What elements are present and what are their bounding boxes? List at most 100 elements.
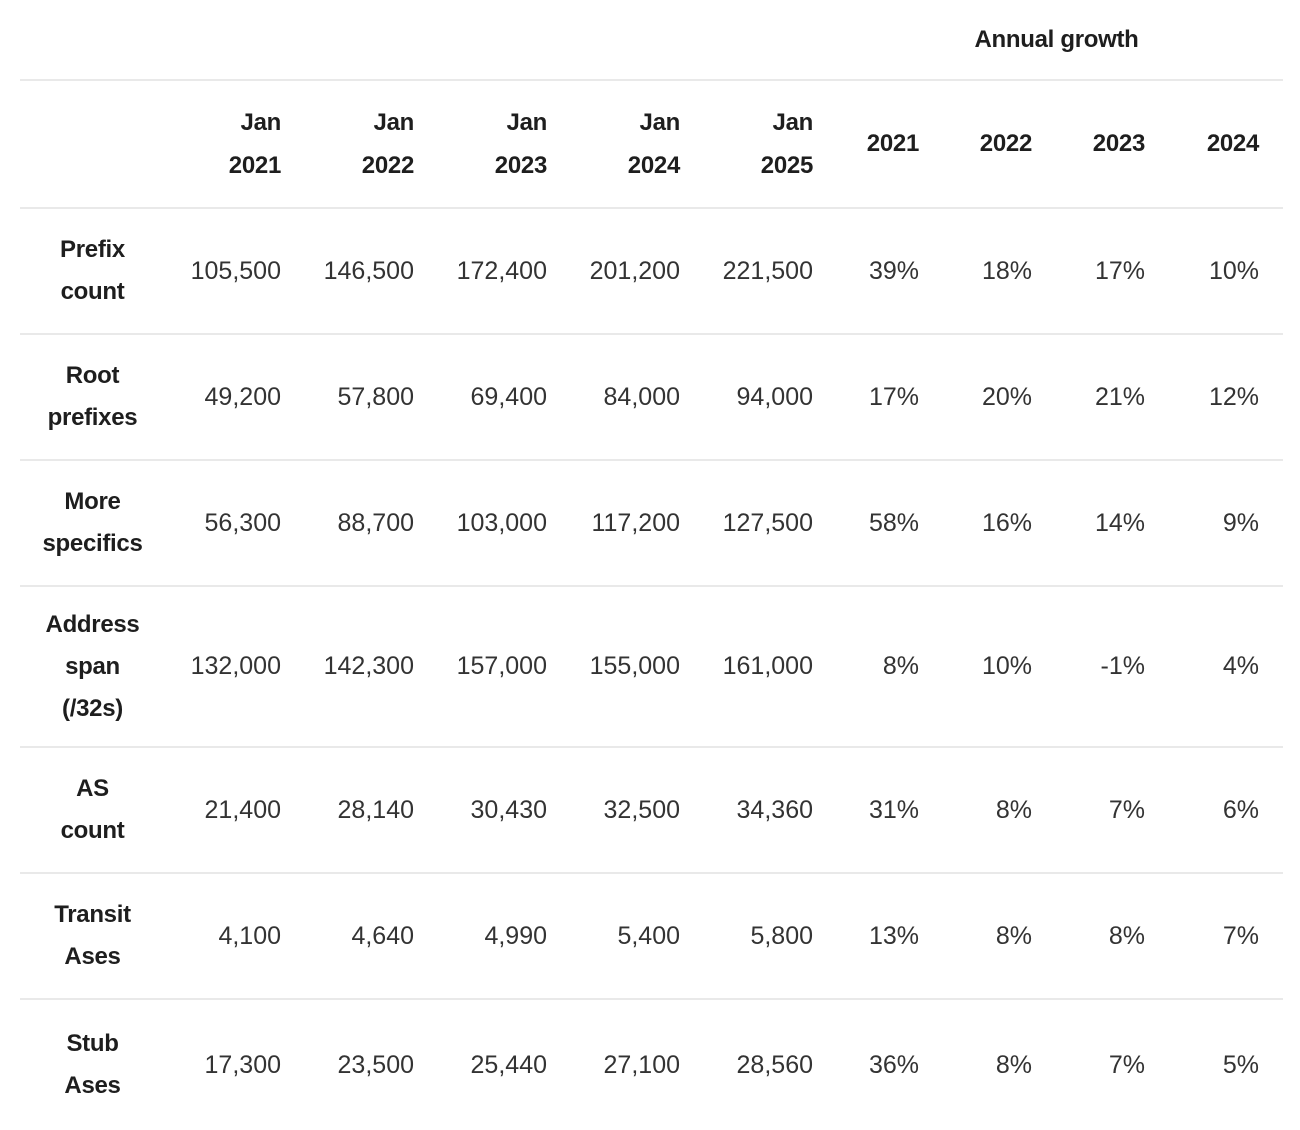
growth-cell: 10% xyxy=(1169,208,1284,335)
value-cell: 56,300 xyxy=(165,460,298,587)
growth-cell: 58% xyxy=(830,460,943,587)
col-header-month: Jan xyxy=(506,109,548,136)
value-cell: 57,800 xyxy=(298,334,431,461)
label-column-spacer xyxy=(20,80,165,209)
row-label-line: More xyxy=(64,488,121,515)
group-header-row: Annual growth xyxy=(20,0,1284,81)
annual-growth-header: Annual growth xyxy=(830,0,1284,81)
value-cell: 21,400 xyxy=(165,747,298,874)
col-header-growth-2024: 2024 xyxy=(1169,80,1284,209)
growth-cell: 36% xyxy=(868,1050,919,1079)
col-header-jan-2025: Jan 2025 xyxy=(697,80,830,209)
row-label-line: Transit xyxy=(54,901,131,928)
growth-cell: 13% xyxy=(830,873,943,1000)
growth-cell: 21% xyxy=(1056,334,1169,461)
growth-cell: 5% xyxy=(1222,1050,1260,1079)
growth-cell: 16% xyxy=(943,460,1056,587)
growth-cell: 20% xyxy=(943,334,1056,461)
value-cell: 201,200 xyxy=(564,208,697,335)
value-cell: 132,000 xyxy=(165,586,298,748)
value-cell: 4,990 xyxy=(431,873,564,1000)
value-cell: 155,000 xyxy=(564,586,697,748)
growth-cell: 9% xyxy=(1169,460,1284,587)
growth-cell: -1% xyxy=(1056,586,1169,748)
col-header-growth-2023: 2023 xyxy=(1056,80,1169,209)
col-header-jan-2024: Jan 2024 xyxy=(564,80,697,209)
growth-cell: 8% xyxy=(830,586,943,748)
value-cell: 5,800 xyxy=(697,873,830,1000)
value-cell: 103,000 xyxy=(431,460,564,587)
value-cell: 27,100 xyxy=(603,1050,680,1079)
col-header-year: 2021 xyxy=(228,152,282,179)
growth-cell: 7% xyxy=(1169,873,1284,1000)
row-label: Prefix count xyxy=(20,208,165,335)
row-label-line: count xyxy=(60,817,125,844)
routing-stats-table: Annual growth Jan 2021 Jan 2022 Jan 2023… xyxy=(20,0,1284,1130)
value-cell: 88,700 xyxy=(298,460,431,587)
value-cell: 17,300 xyxy=(204,1050,281,1079)
row-label-line: Stub xyxy=(66,1030,119,1057)
growth-cell: 18% xyxy=(943,208,1056,335)
col-header-year: 2025 xyxy=(760,152,814,179)
row-label-line: Root xyxy=(65,362,120,389)
value-cell: 142,300 xyxy=(298,586,431,748)
growth-cell: 14% xyxy=(1056,460,1169,587)
table-row-transit-ases: Transit Ases 4,100 4,640 4,990 5,400 5,8… xyxy=(20,873,1284,1000)
row-label-line: count xyxy=(60,278,125,305)
value-cell: 4,100 xyxy=(165,873,298,1000)
row-label-line: Ases xyxy=(64,1072,121,1099)
value-cell: 28,560 xyxy=(736,1050,813,1079)
table-row-more-specifics: More specifics 56,300 88,700 103,000 117… xyxy=(20,460,1284,587)
row-label-line: Address xyxy=(45,610,140,638)
row-label-line: prefixes xyxy=(47,404,138,431)
row-label-line: AS xyxy=(76,775,109,802)
growth-cell: 7% xyxy=(1108,1050,1145,1079)
col-header-year: 2022 xyxy=(361,152,415,179)
value-cell: 84,000 xyxy=(564,334,697,461)
growth-cell: 10% xyxy=(943,586,1056,748)
growth-cell: 12% xyxy=(1169,334,1284,461)
growth-cell: 4% xyxy=(1169,586,1284,748)
growth-cell: 7% xyxy=(1056,747,1169,874)
value-cell: 34,360 xyxy=(697,747,830,874)
value-cell: 221,500 xyxy=(697,208,830,335)
col-header-month: Jan xyxy=(373,109,415,136)
column-header-row: Jan 2021 Jan 2022 Jan 2023 Jan 2024 Jan … xyxy=(20,80,1284,209)
value-cell: 5,400 xyxy=(564,873,697,1000)
value-cell: 157,000 xyxy=(431,586,564,748)
col-header-growth-2022: 2022 xyxy=(943,80,1056,209)
growth-cell: 6% xyxy=(1169,747,1284,874)
col-header-month: Jan xyxy=(240,109,282,136)
col-header-year: 2024 xyxy=(627,152,681,179)
row-label: Root prefixes xyxy=(20,334,165,461)
value-cell: 127,500 xyxy=(697,460,830,587)
growth-cell: 8% xyxy=(943,873,1056,1000)
growth-cell: 8% xyxy=(943,747,1056,874)
value-cell: 49,200 xyxy=(165,334,298,461)
value-cell: 94,000 xyxy=(697,334,830,461)
row-label: More specifics xyxy=(20,460,165,587)
row-label: AS count xyxy=(20,747,165,874)
table-row-root-prefixes: Root prefixes 49,200 57,800 69,400 84,00… xyxy=(20,334,1284,461)
col-header-jan-2023: Jan 2023 xyxy=(431,80,564,209)
value-cell: 28,140 xyxy=(298,747,431,874)
value-cell: 161,000 xyxy=(697,586,830,748)
col-header-month: Jan xyxy=(772,109,814,136)
table-row-stub-ases: Stub Ases 17,300 23,500 25,440 27,100 28… xyxy=(20,999,1283,1130)
growth-cell: 17% xyxy=(1056,208,1169,335)
value-cell: 4,640 xyxy=(298,873,431,1000)
table-row-prefix-count: Prefix count 105,500 146,500 172,400 201… xyxy=(20,208,1284,335)
col-header-jan-2021: Jan 2021 xyxy=(165,80,298,209)
row-label-line: Prefix xyxy=(60,236,125,263)
col-header-month: Jan xyxy=(639,109,681,136)
row-label-line: Ases xyxy=(64,943,121,970)
growth-cell: 8% xyxy=(995,1050,1032,1079)
growth-cell: 39% xyxy=(830,208,943,335)
value-cell: 117,200 xyxy=(564,460,697,587)
table-row-as-count: AS count 21,400 28,140 30,430 32,500 34,… xyxy=(20,747,1284,874)
row-label-line: (/32s) xyxy=(62,694,123,722)
row-label: Address span (/32s) xyxy=(20,586,165,748)
value-cell: 172,400 xyxy=(431,208,564,335)
value-cell: 23,500 xyxy=(337,1050,414,1079)
growth-cell: 17% xyxy=(830,334,943,461)
